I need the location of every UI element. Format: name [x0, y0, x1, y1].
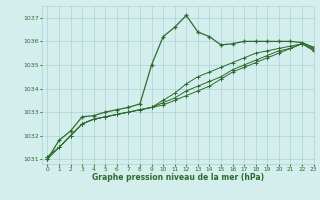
X-axis label: Graphe pression niveau de la mer (hPa): Graphe pression niveau de la mer (hPa)	[92, 173, 264, 182]
